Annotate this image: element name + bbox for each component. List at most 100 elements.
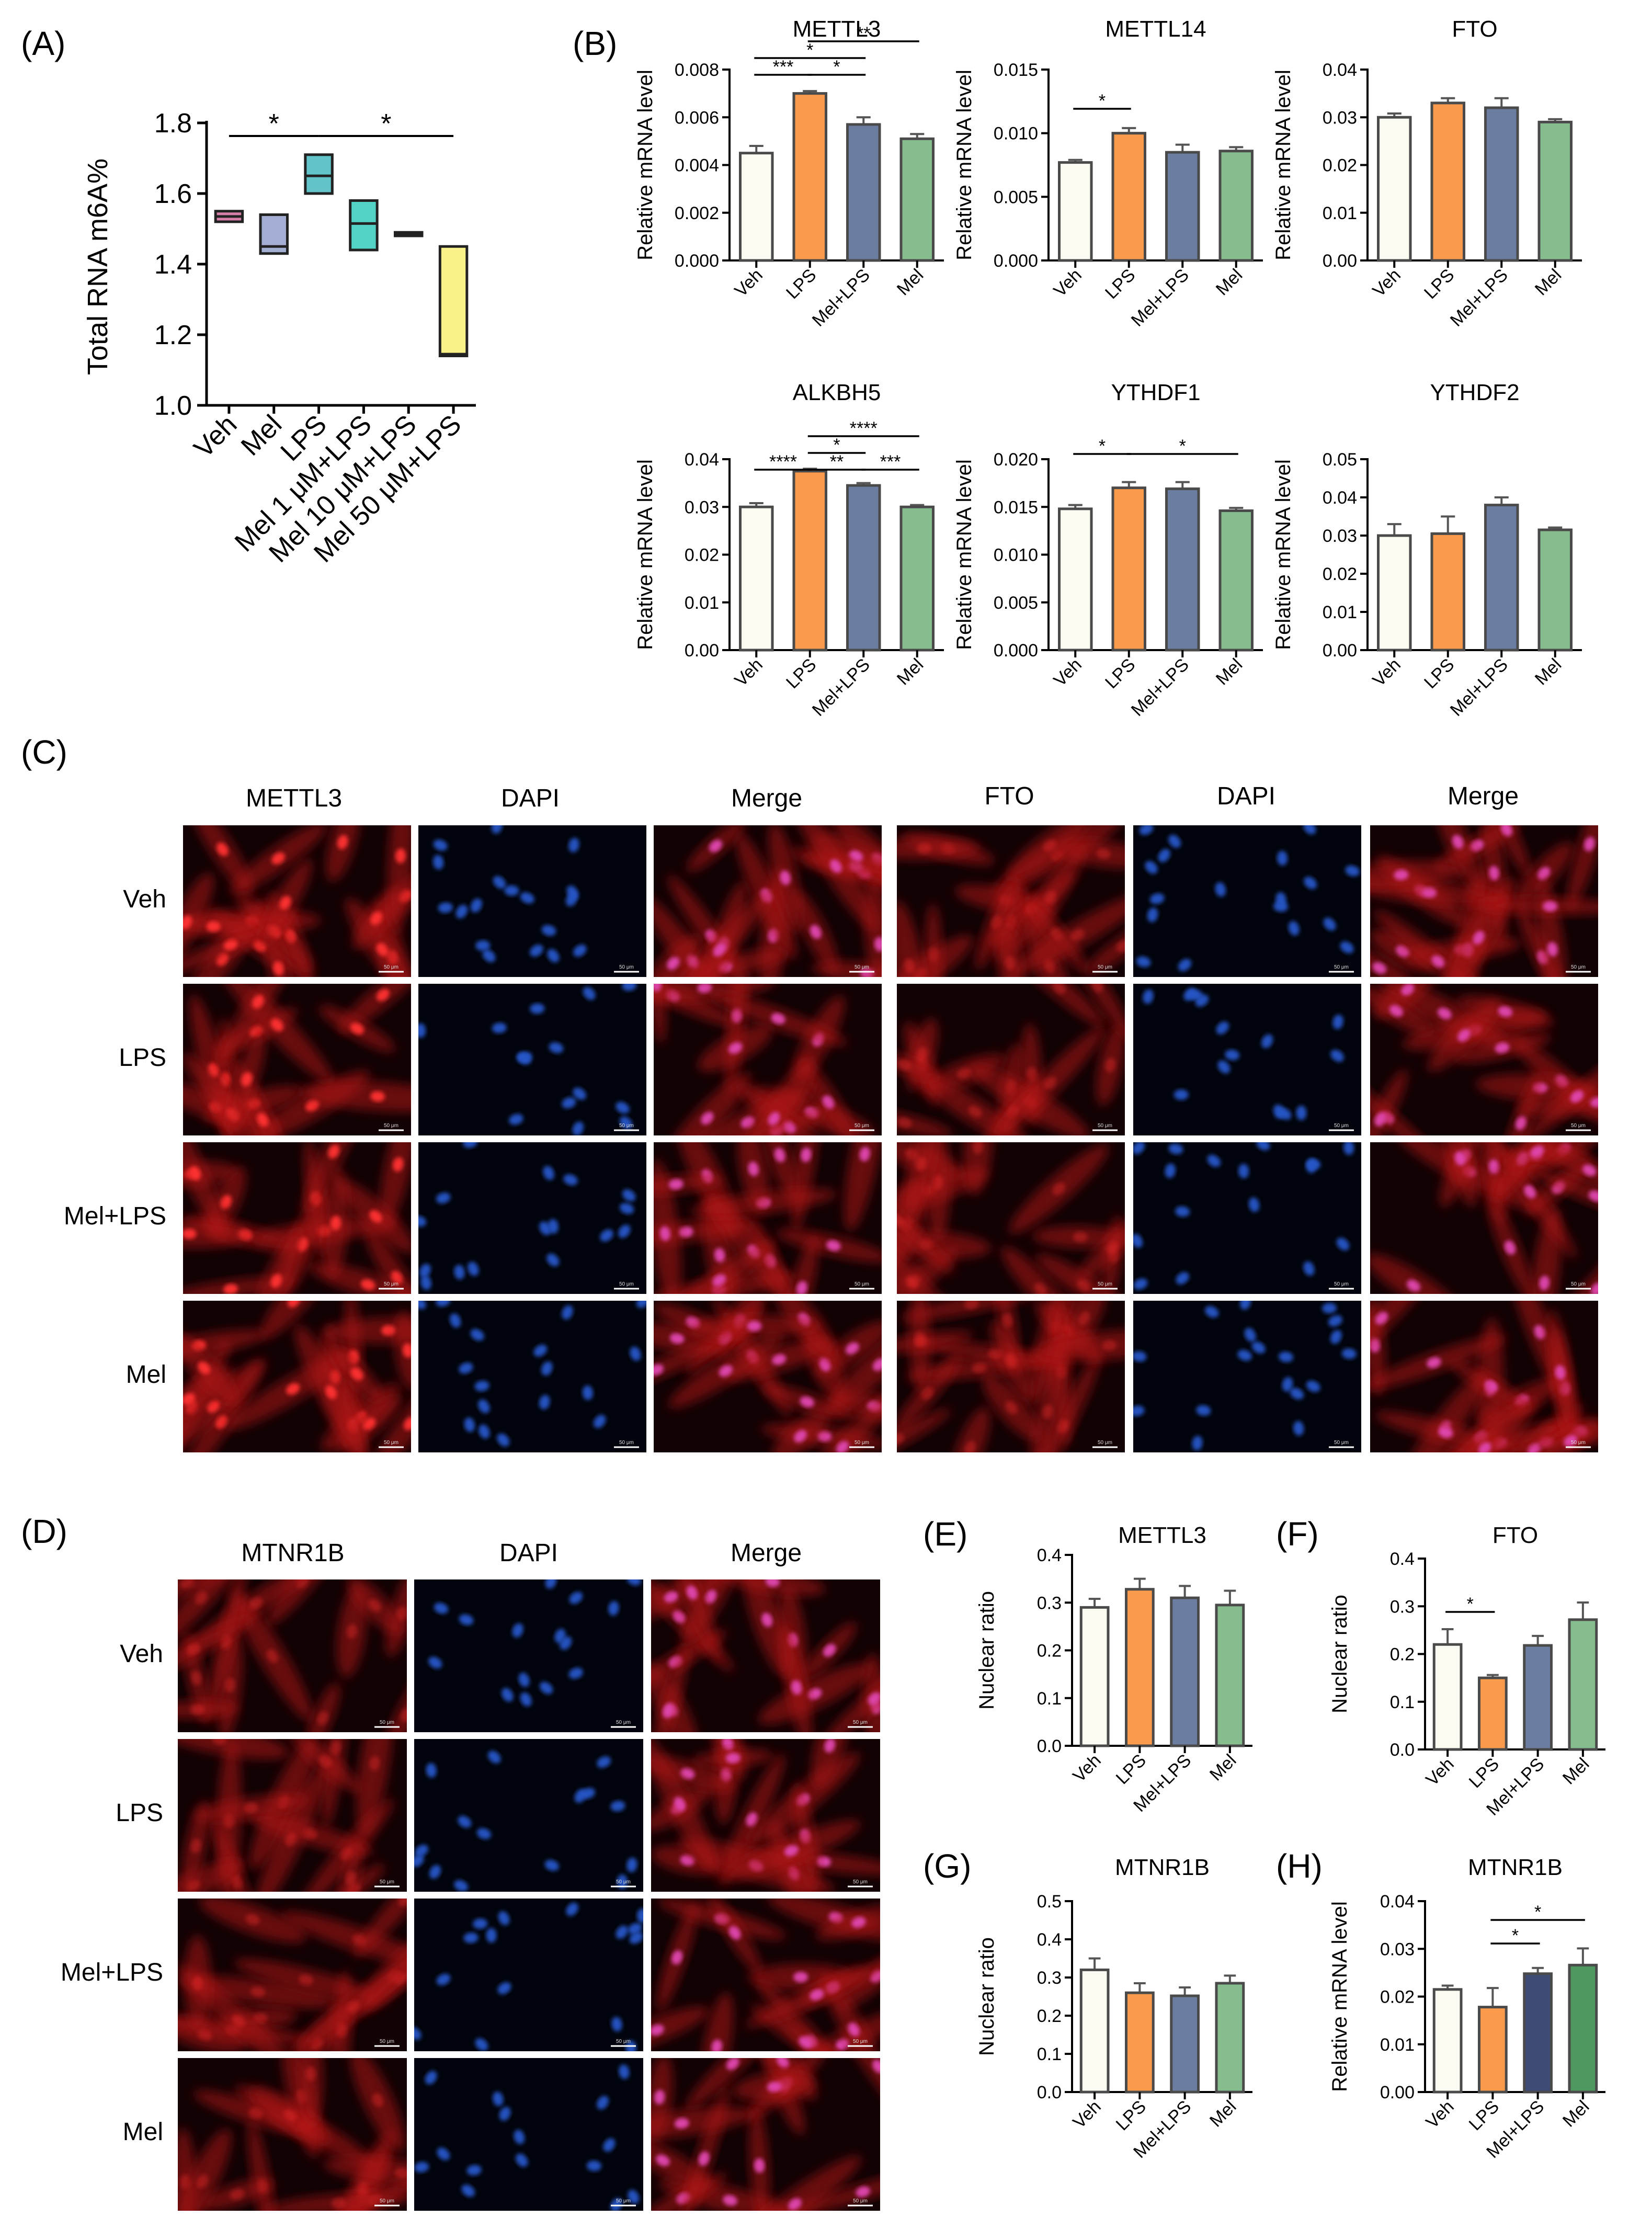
cell-nucleus — [1133, 1278, 1148, 1290]
y-tick-label: 0.00 — [685, 641, 719, 661]
cell-nucleus — [270, 1274, 282, 1288]
cell-nucleus — [905, 1276, 919, 1289]
cell-nucleus — [662, 1703, 674, 1719]
cell-nucleus — [436, 1301, 450, 1307]
cell-nucleus — [580, 1788, 595, 1799]
cell-nucleus — [1332, 1015, 1343, 1029]
micrograph-background — [1133, 984, 1361, 1135]
x-tick-label: Veh — [1050, 655, 1086, 690]
cell-nucleus — [618, 1224, 631, 1238]
cell-nucleus — [1323, 917, 1336, 931]
y-tick-label: 1.4 — [154, 249, 192, 280]
micrograph-cells — [897, 984, 1125, 1135]
cell-nucleus — [1077, 1279, 1091, 1292]
y-tick-label: 0.00 — [1380, 2083, 1415, 2102]
cell-nucleus — [296, 1579, 309, 1589]
cell-nucleus — [897, 1117, 912, 1129]
cell-nucleus — [429, 1865, 441, 1879]
bar — [1537, 120, 1573, 262]
x-tick-label: Veh — [1422, 2097, 1457, 2132]
micrograph-cells — [414, 1902, 643, 2051]
x-tick-label: Veh — [731, 655, 767, 690]
cell-nucleus — [381, 1325, 396, 1336]
significance-label: ** — [857, 24, 870, 43]
micrograph-blue — [418, 825, 646, 977]
cell-nucleus — [1102, 1340, 1117, 1351]
y-tick-label: 0.000 — [994, 251, 1038, 271]
cell-nucleus — [594, 1415, 606, 1428]
cell-nucleus — [476, 1828, 492, 1839]
scale-bar-label: 50 μm — [1571, 1440, 1586, 1446]
cell-nucleus — [823, 1644, 836, 1657]
cell-nucleus — [1591, 1282, 1598, 1294]
cell-nucleus — [393, 1157, 404, 1172]
cell-nucleus — [668, 1179, 683, 1190]
cell-nucleus — [748, 1161, 759, 1176]
cell-nucleus — [543, 1166, 554, 1180]
cell-nucleus — [636, 1301, 646, 1308]
x-tick-label: Mel+LPS — [808, 655, 874, 720]
x-tick-label: Veh — [1422, 1754, 1457, 1790]
cell-nucleus — [768, 1111, 780, 1126]
cell-nucleus — [868, 1692, 880, 1705]
cell-nucleus — [709, 839, 722, 853]
panel-d-col-header: Merge — [731, 1539, 802, 1567]
cell-nucleus — [1478, 1442, 1491, 1452]
micrograph-cells — [418, 1142, 636, 1290]
cell-nucleus — [539, 1395, 550, 1410]
panel-c-col-header: Merge — [731, 785, 802, 812]
micrograph-cells — [651, 1579, 880, 1732]
cell-nucleus — [1043, 1076, 1057, 1089]
cell-nucleus — [824, 1739, 836, 1753]
cell-nucleus — [625, 2040, 636, 2051]
cell-nucleus — [530, 945, 543, 957]
cell-nucleus — [189, 1166, 201, 1180]
cell-nucleus — [680, 1768, 695, 1779]
cell-nucleus — [628, 2189, 640, 2204]
cell-nucleus — [608, 1601, 619, 1616]
cell-nucleus — [1394, 869, 1409, 880]
cell-nucleus — [1002, 1313, 1013, 1328]
y-tick-label: 0.4 — [1390, 1549, 1415, 1569]
cell-nucleus — [1143, 989, 1154, 1004]
cell-nucleus — [514, 2130, 525, 2144]
cell-nucleus — [369, 1210, 382, 1223]
x-tick-label: LPS — [1420, 655, 1458, 692]
cell-nucleus — [459, 1362, 473, 1374]
scale-bar-label: 50 μm — [380, 1879, 394, 1885]
micrograph-cells — [178, 1579, 407, 1732]
cell-nucleus — [810, 925, 822, 939]
cell-nucleus — [1488, 866, 1499, 881]
cell-nucleus — [1547, 942, 1558, 957]
cell-nucleus — [1147, 907, 1158, 923]
cell-nucleus — [1303, 1261, 1315, 1276]
cell-nucleus — [771, 1013, 785, 1025]
cell-nucleus — [656, 2154, 670, 2166]
x-tick-label: Mel+LPS — [1446, 655, 1512, 720]
cell-nucleus — [180, 1579, 195, 1589]
x-tick-label: Veh — [731, 265, 767, 301]
bar — [1215, 1982, 1245, 2094]
x-tick-label: Mel — [1206, 1751, 1240, 1785]
y-tick-label: 0.02 — [685, 545, 719, 565]
cell-nucleus — [499, 2107, 511, 2121]
y-tick-label: 0.3 — [1037, 1968, 1062, 1988]
micrograph-blue — [1133, 1142, 1361, 1294]
y-tick-label: 0.01 — [1323, 203, 1357, 223]
x-tick-label: Mel+LPS — [1127, 655, 1193, 720]
cell-nucleus — [337, 835, 348, 849]
cell-nucleus — [252, 995, 264, 1009]
scale-bar-label: 50 μm — [616, 1879, 631, 1885]
scale-bar-label: 50 μm — [619, 1281, 634, 1287]
bar — [1170, 1994, 1200, 2094]
cell-nucleus — [964, 1441, 976, 1452]
panel-letter-c: (C) — [21, 733, 67, 771]
cell-nucleus — [464, 1417, 475, 1433]
scale-bar-label: 50 μm — [1334, 1123, 1349, 1129]
y-tick-label: 0.03 — [1380, 1939, 1415, 1959]
cell-nucleus — [249, 1597, 263, 1609]
micrograph-blue — [418, 1301, 646, 1452]
cell-nucleus — [1207, 1154, 1221, 1167]
cell-nucleus — [1217, 1060, 1231, 1074]
cell-nucleus — [654, 984, 662, 992]
